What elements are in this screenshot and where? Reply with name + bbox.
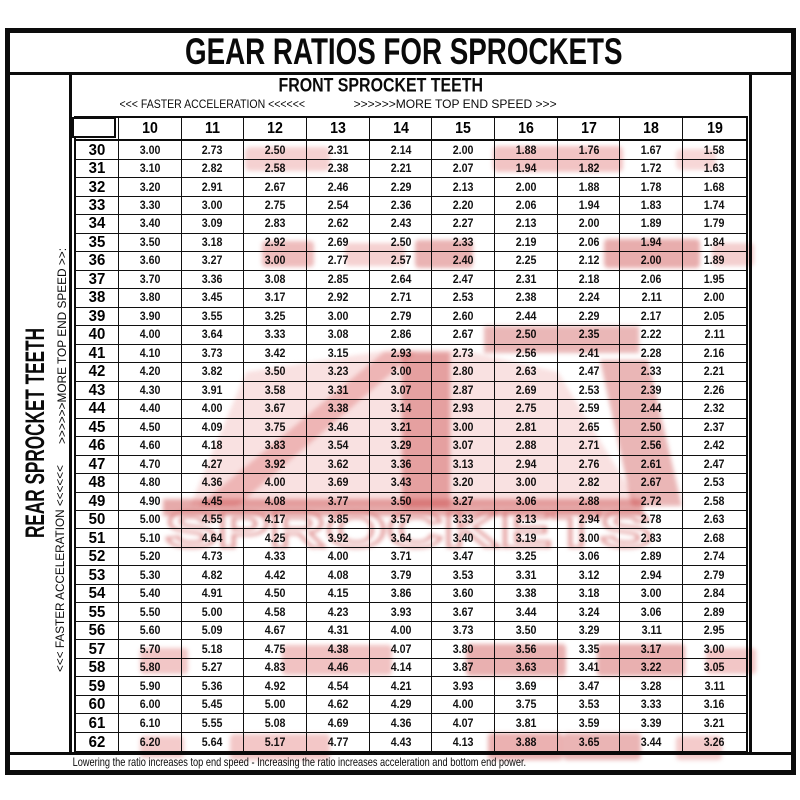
svg-text:GEAR RATIOS FOR SPROCKETS: GEAR RATIOS FOR SPROCKETS xyxy=(185,31,623,72)
svg-text:<<< FASTER ACCELERATION <<<<<: <<< FASTER ACCELERATION <<<<<< xyxy=(53,465,67,672)
svg-text:FRONT SPROCKET TEETH: FRONT SPROCKET TEETH xyxy=(279,76,484,97)
svg-text:REAR SPROCKET TEETH: REAR SPROCKET TEETH xyxy=(20,328,50,538)
svg-text:>>>>>>MORE TOP END SPEED >>>: >>>>>>MORE TOP END SPEED >>> xyxy=(354,97,557,111)
svg-text:<<< FASTER ACCELERATION <<<<<: <<< FASTER ACCELERATION <<<<<< xyxy=(120,97,306,111)
svg-text:SPROCKETS: SPROCKETS xyxy=(165,502,652,558)
svg-text:>>>>>>MORE TOP END SPEED >>:: >>>>>>MORE TOP END SPEED >>: xyxy=(55,248,69,444)
svg-text:Lowering the ratio increases t: Lowering the ratio increases top end spe… xyxy=(73,755,526,769)
